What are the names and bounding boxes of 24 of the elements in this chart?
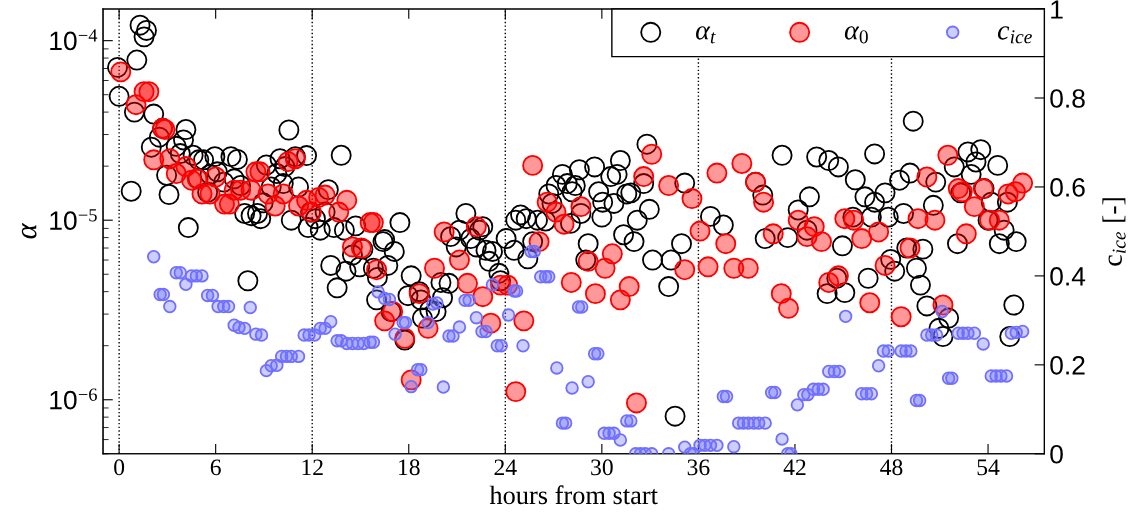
y2-tick-label: 0.6 (1050, 178, 1085, 197)
y2-tick-label: 1 (1051, 0, 1063, 19)
y-tick-label: 10$^{−5}$ (50, 209, 97, 231)
x-tick-label: 54 (977, 459, 1000, 476)
x-tick-label: 24 (494, 459, 517, 476)
legend-label: c$_{ice}$ (997, 26, 1032, 44)
legend-label: α$_{0}$ (844, 26, 868, 44)
x-tick-label: 6 (210, 459, 221, 476)
y2-tick-label: 0.4 (1050, 267, 1086, 286)
x-tick-label: 36 (687, 459, 710, 476)
x-axis-title: hours from start (489, 485, 658, 505)
legend-label: α$_{t}$ (696, 26, 716, 44)
x-tick-label: 48 (880, 459, 903, 476)
x-tick-label: 0 (114, 459, 125, 476)
y2-tick-label: 0.8 (1050, 89, 1085, 108)
y-tick-label: 10$^{−4}$ (50, 29, 98, 51)
x-tick-label: 18 (399, 459, 420, 476)
y2-tick-label: 0.2 (1050, 355, 1085, 375)
x-tick-label: 30 (591, 459, 613, 476)
x-tick-label: 12 (302, 459, 323, 476)
y-axis-title: α (21, 222, 37, 239)
x-tick-label: 42 (783, 459, 806, 476)
y2-axis-title: c$_{ice}$ [-] (1102, 198, 1126, 266)
y-tick-label: 10$^{−6}$ (50, 388, 97, 410)
